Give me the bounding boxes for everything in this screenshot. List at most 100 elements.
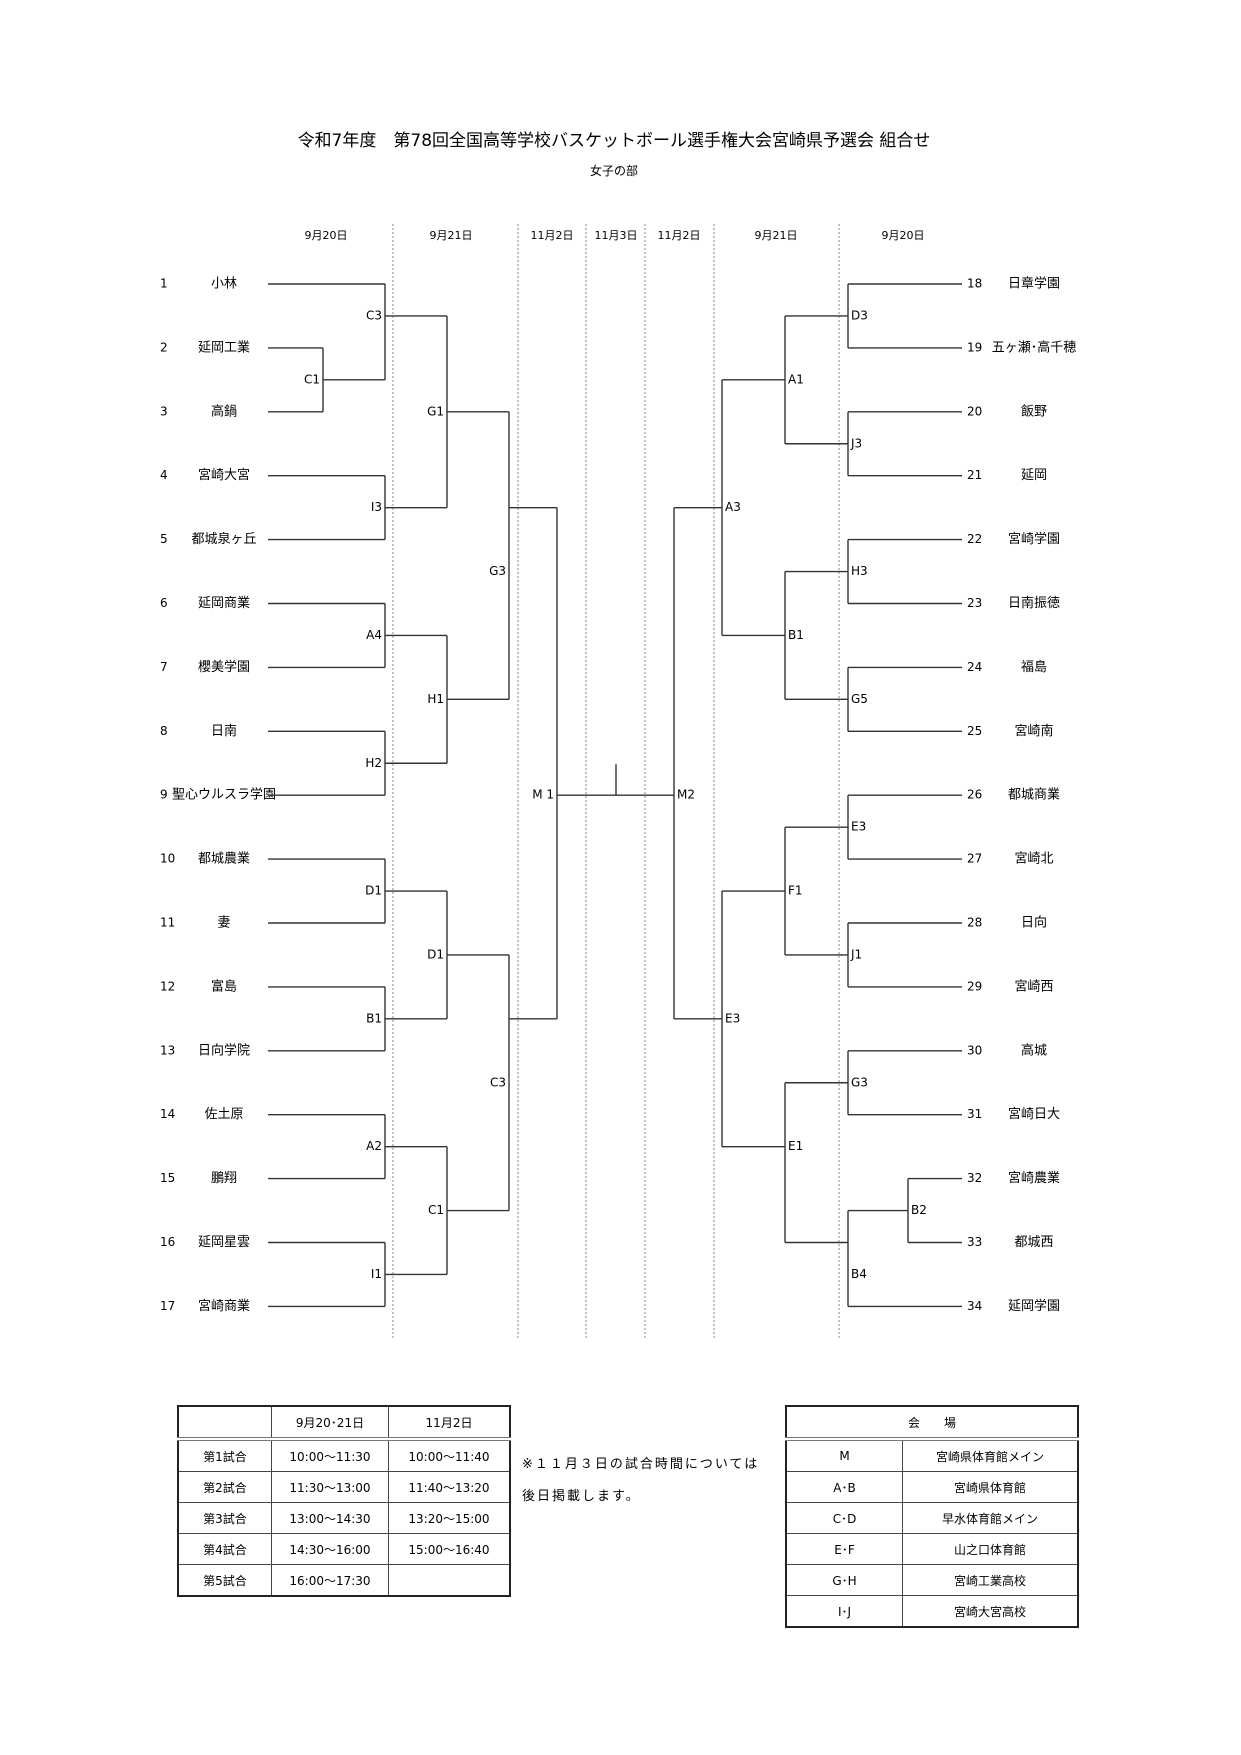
venue-name: 宮崎工業高校 (902, 1564, 1079, 1596)
team-number: 32 (967, 1171, 982, 1185)
page-subtitle: 女子の部 (589, 164, 638, 178)
team-name: 延岡星雲 (198, 1235, 250, 1250)
team-number: 28 (967, 916, 982, 930)
venue-code: C･D (785, 1502, 903, 1534)
team-name: 日章学園 (1008, 276, 1060, 292)
match-label: F1 (788, 884, 803, 898)
match-label: A3 (725, 500, 741, 514)
venue-header-cell: 会 場 (785, 1405, 1079, 1441)
schedule-cell: 第1試合 (177, 1438, 272, 1472)
schedule-header-cell (177, 1405, 272, 1441)
schedule-cell: 14:30～16:00 (271, 1533, 389, 1565)
team-number: 12 (160, 979, 175, 993)
schedule-row: 第3試合 13:00～14:30 13:20～15:00 (177, 1502, 511, 1534)
team-number: 24 (967, 660, 982, 674)
match-label: J1 (850, 947, 862, 961)
team-number: 34 (967, 1299, 982, 1313)
team-number: 11 (160, 916, 175, 930)
schedule-cell: 13:00～14:30 (271, 1502, 389, 1534)
schedule-cell: 13:20～15:00 (388, 1502, 511, 1534)
team-number: 1 (160, 277, 168, 291)
team-number: 3 (160, 404, 168, 418)
team-number: 13 (160, 1043, 175, 1057)
schedule-header-cell: 9月20･21日 (271, 1405, 389, 1441)
semifinal-label: M 1 (532, 788, 554, 802)
schedule-row: 第4試合 14:30～16:00 15:00～16:40 (177, 1533, 511, 1565)
team-name: 日南振徳 (1008, 595, 1060, 611)
page-title: 令和7年度 第78回全国高等学校バスケットボール選手権大会宮崎県予選会 組合せ (297, 131, 931, 151)
team-name: 都城商業 (1008, 787, 1060, 803)
team-number: 9 (160, 788, 168, 802)
team-name: 高城 (1021, 1042, 1047, 1058)
match-label: J3 (850, 436, 862, 450)
team-number: 8 (160, 724, 168, 738)
venue-row: G･H 宮崎工業高校 (785, 1564, 1079, 1596)
schedule-cell: 第2試合 (177, 1471, 272, 1503)
match-label: B4 (851, 1267, 867, 1281)
match-label: G1 (427, 404, 444, 418)
match-label: H3 (851, 564, 868, 578)
schedule-cell: 11:40～13:20 (388, 1471, 511, 1503)
venue-code: M (785, 1438, 903, 1472)
match-label: B1 (788, 628, 804, 642)
venue-code: I･J (785, 1595, 903, 1628)
match-label: E3 (851, 820, 866, 834)
schedule-cell: 10:00～11:30 (271, 1438, 389, 1472)
round-date-header: 9月20日 (305, 229, 348, 242)
team-number: 6 (160, 596, 168, 610)
team-name: 宮崎商業 (198, 1298, 250, 1314)
team-name: 日南 (211, 723, 237, 739)
team-number: 10 (160, 852, 175, 866)
team-name: 宮崎農業 (1008, 1170, 1060, 1186)
team-name: 櫻美学園 (198, 659, 250, 675)
team-name: 飯野 (1021, 404, 1047, 419)
team-name: 都城農業 (198, 851, 250, 867)
team-name: 福島 (1021, 660, 1047, 675)
team-name: 宮崎大宮 (198, 467, 250, 483)
team-number: 15 (160, 1171, 175, 1185)
match-label: D1 (427, 947, 444, 961)
schedule-row: 第2試合 11:30～13:00 11:40～13:20 (177, 1471, 511, 1503)
venue-row: I･J 宮崎大宮高校 (785, 1595, 1079, 1628)
team-name: 日向学院 (198, 1042, 250, 1058)
team-number: 31 (967, 1107, 982, 1121)
schedule-cell: 第5試合 (177, 1564, 272, 1597)
venue-code: E･F (785, 1533, 903, 1565)
team-number: 23 (967, 596, 982, 610)
schedule-cell: 第4試合 (177, 1533, 272, 1565)
team-number: 25 (967, 724, 982, 738)
team-name: 延岡学園 (1008, 1298, 1060, 1314)
round-date-header: 11月2日 (531, 229, 574, 242)
match-label: C3 (366, 308, 382, 322)
team-number: 16 (160, 1235, 175, 1249)
team-number: 29 (967, 979, 982, 993)
round-date-header: 11月3日 (595, 229, 638, 242)
team-number: 5 (160, 532, 168, 546)
match-label: C3 (490, 1075, 506, 1089)
schedule-cell: 16:00～17:30 (271, 1564, 389, 1597)
team-number: 19 (967, 340, 982, 354)
schedule-cell: 11:30～13:00 (271, 1471, 389, 1503)
team-number: 7 (160, 660, 168, 674)
match-label: D1 (365, 884, 382, 898)
schedule-table: 9月20･21日 11月2日 第1試合 10:00～11:30 10:00～11:4… (177, 1405, 511, 1597)
schedule-cell (388, 1564, 511, 1597)
team-name: 妻 (217, 916, 230, 931)
match-label: A2 (366, 1139, 382, 1153)
team-name: 小林 (211, 277, 237, 292)
team-number: 21 (967, 468, 982, 482)
match-label: H2 (365, 756, 382, 770)
team-name: 佐土原 (204, 1107, 243, 1122)
match-label: I1 (371, 1267, 382, 1281)
venue-name: 山之口体育館 (902, 1533, 1079, 1565)
team-name: 宮崎南 (1014, 723, 1053, 739)
team-number: 4 (160, 468, 168, 482)
team-name: 宮崎学園 (1008, 531, 1060, 547)
team-name: 宮崎西 (1014, 978, 1053, 994)
venue-header-row: 会 場 (785, 1405, 1079, 1441)
round-date-header: 9月21日 (430, 229, 473, 242)
match-label: E1 (788, 1139, 803, 1153)
venue-code: A･B (785, 1471, 903, 1503)
team-number: 30 (967, 1043, 982, 1057)
round-date-header: 11月2日 (658, 229, 701, 242)
